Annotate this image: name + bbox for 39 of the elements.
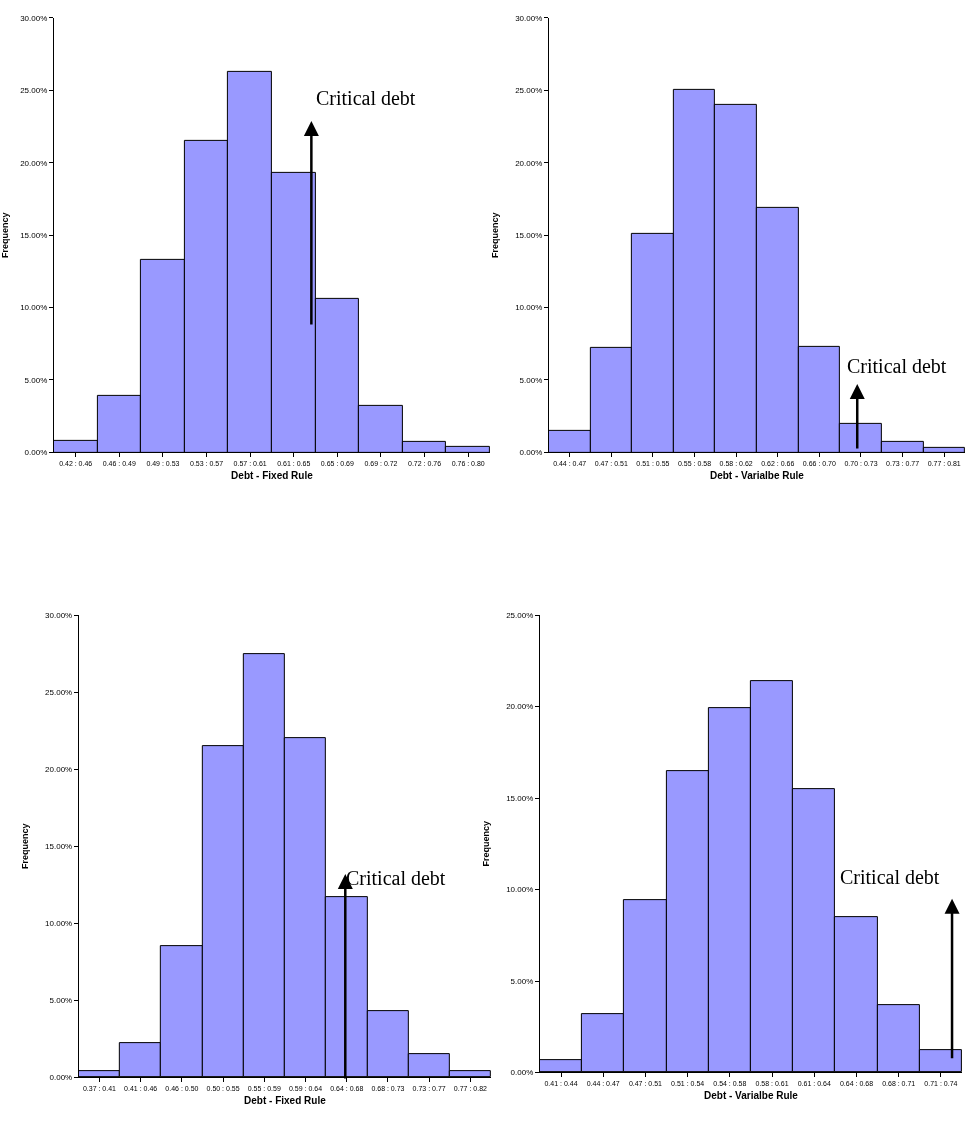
y-tick-label: 0.00%	[24, 448, 48, 458]
y-tick-label: 5.00%	[49, 996, 73, 1006]
y-tick-label: 25.00%	[20, 86, 48, 96]
y-tick-label: 25.00%	[506, 610, 534, 620]
y-tick-label: 10.00%	[45, 919, 73, 929]
annotation: Critical debt	[840, 866, 940, 888]
y-axis-title: Frequency	[20, 823, 31, 870]
y-tick-label: 10.00%	[506, 885, 534, 895]
y-tick-label: 20.00%	[506, 702, 534, 712]
y-tick-label: 15.00%	[45, 842, 73, 852]
y-tick-label: 20.00%	[45, 765, 73, 775]
annotation: Critical debt	[316, 87, 416, 109]
y-tick-label: 5.00%	[519, 375, 543, 385]
y-tick-label: 10.00%	[515, 303, 543, 313]
x-axis-title: Debt - Varialbe Rule	[704, 1090, 799, 1102]
y-tick-label: 25.00%	[515, 86, 543, 96]
y-tick-label: 0.00%	[510, 1068, 534, 1078]
y-tick-label: 30.00%	[20, 13, 48, 23]
x-axis-title: Debt - Varialbe Rule	[709, 470, 805, 482]
y-tick-label: 5.00%	[24, 375, 48, 385]
y-tick-label: 20.00%	[20, 158, 48, 168]
y-tick-label: 0.00%	[519, 448, 543, 458]
y-axis-title: Frequency	[0, 212, 10, 258]
annotation: Critical debt	[346, 867, 446, 889]
y-tick-label: 15.00%	[515, 230, 543, 240]
x-axis-title: Debt - Fixed Rule	[231, 470, 314, 482]
y-tick-label: 30.00%	[45, 610, 73, 620]
y-tick-label: 0.00%	[49, 1073, 73, 1083]
y-tick-label: 25.00%	[45, 687, 73, 697]
x-axis-title: Debt - Fixed Rule	[244, 1095, 327, 1107]
y-tick-label: 20.00%	[515, 158, 543, 168]
y-tick-label: 10.00%	[20, 303, 48, 313]
y-tick-label: 15.00%	[20, 230, 48, 240]
y-axis-title: Frequency	[481, 821, 492, 867]
y-axis-title: Frequency	[490, 212, 501, 258]
y-tick-label: 5.00%	[510, 976, 534, 986]
y-tick-label: 30.00%	[515, 13, 543, 23]
annotation: Critical debt	[847, 355, 947, 377]
y-tick-label: 15.00%	[506, 793, 534, 803]
